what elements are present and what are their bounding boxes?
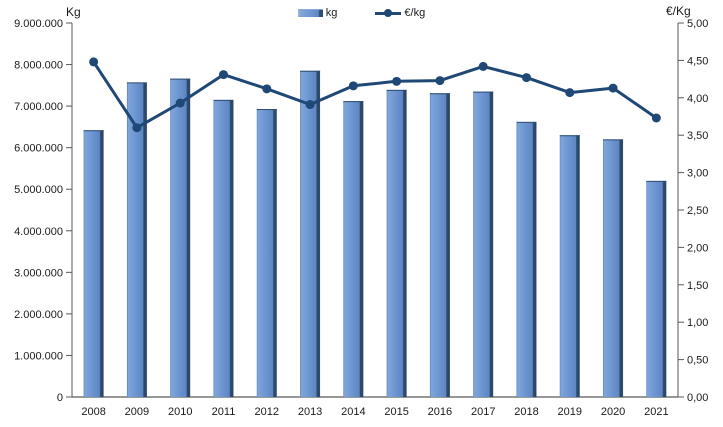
right-axis-tick-label: 0,50 — [687, 355, 708, 367]
left-axis-tick-label: 0 — [57, 392, 63, 404]
right-axis-tick-label: 4,50 — [687, 55, 708, 67]
x-axis-label-2013: 2013 — [298, 406, 322, 418]
x-axis-label-2015: 2015 — [384, 406, 408, 418]
line-point-2014 — [348, 81, 358, 91]
bar-2021 — [646, 180, 667, 397]
right-axis-tick-label: 2,00 — [687, 242, 708, 254]
bar-2015 — [386, 89, 407, 397]
line-point-2011 — [219, 70, 228, 80]
line-point-2019 — [565, 88, 575, 98]
right-axis-tick-label: 5,00 — [687, 18, 708, 30]
bar-2017 — [473, 91, 494, 398]
x-axis-label-2008: 2008 — [81, 406, 105, 418]
bar-2009 — [126, 82, 147, 398]
x-axis-label-2016: 2016 — [428, 406, 452, 418]
left-axis-tick-label: 9.000.000 — [14, 18, 63, 30]
right-axis-tick-label: 0,00 — [687, 392, 708, 404]
price-line — [92, 61, 658, 130]
x-axis-label-2019: 2019 — [558, 406, 582, 418]
line-point-2013 — [305, 100, 315, 110]
left-axis-tick-label: 6.000.000 — [14, 143, 63, 155]
right-axis-title: €/Kg — [666, 4, 691, 18]
bar-2010 — [170, 78, 191, 397]
bar-2019 — [559, 135, 580, 397]
right-axis-tick-label: 2,50 — [687, 205, 708, 217]
line-point-2008 — [89, 57, 99, 67]
right-axis-tick-label: 3,50 — [687, 130, 708, 142]
x-axis-label-2012: 2012 — [255, 406, 279, 418]
x-axis-label-2011: 2011 — [212, 406, 236, 418]
x-axis-label-2009: 2009 — [125, 406, 149, 418]
line-point-2016 — [435, 76, 445, 86]
left-axis-tick-label: 3.000.000 — [14, 267, 63, 279]
line-point-2018 — [522, 73, 531, 83]
line-point-2012 — [262, 84, 272, 94]
left-axis-tick-label: 7.000.000 — [14, 101, 63, 113]
right-axis-tick-label: 1,00 — [687, 317, 708, 329]
bar-2014 — [343, 101, 364, 397]
x-axis-label-2020: 2020 — [601, 406, 625, 418]
x-axis-label-2018: 2018 — [514, 406, 538, 418]
x-axis-label-2017: 2017 — [471, 406, 495, 418]
bar-2012 — [256, 109, 277, 398]
bar-2013 — [300, 70, 321, 398]
bar-2020 — [603, 139, 624, 397]
left-axis-tick-label: 1.000.000 — [14, 350, 63, 362]
line-point-2009 — [132, 123, 142, 133]
x-axis-label-2021: 2021 — [644, 406, 668, 418]
line-point-2015 — [392, 76, 402, 86]
left-axis-tick-label: 5.000.000 — [14, 184, 63, 196]
line-point-2020 — [608, 83, 618, 93]
right-axis-tick-label: 4,00 — [687, 93, 708, 105]
right-axis-tick-label: 3,00 — [687, 168, 708, 180]
x-axis-label-2010: 2010 — [168, 406, 192, 418]
line-point-2021 — [651, 113, 661, 123]
line-point-2017 — [478, 61, 488, 71]
bar-2011 — [213, 99, 234, 397]
left-axis-title: Kg — [66, 5, 81, 19]
right-axis-tick-label: 1,50 — [687, 280, 708, 292]
bar-2018 — [516, 121, 537, 397]
bar-2008 — [83, 130, 104, 398]
left-axis-tick-label: 8.000.000 — [14, 60, 63, 72]
left-axis-tick-label: 4.000.000 — [14, 226, 63, 238]
bar-2016 — [429, 93, 450, 398]
left-axis-tick-label: 2.000.000 — [14, 309, 63, 321]
line-point-2010 — [175, 98, 185, 108]
x-axis-label-2014: 2014 — [341, 406, 365, 418]
